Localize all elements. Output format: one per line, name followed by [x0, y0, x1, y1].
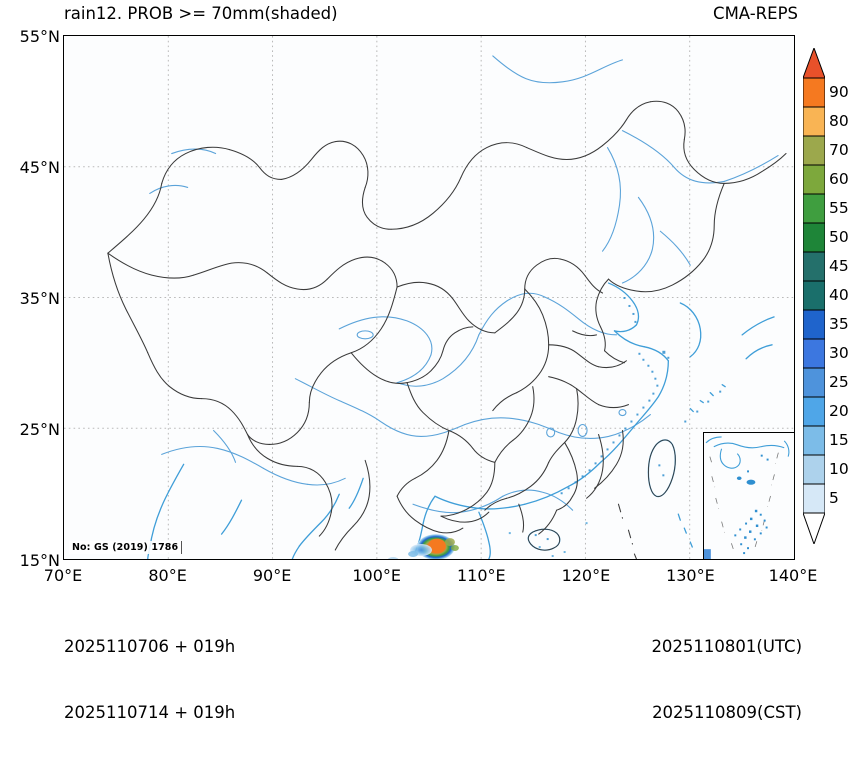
x-tick-90e: 90°E [252, 566, 292, 585]
x-tick-140e: 140°E [768, 566, 818, 585]
chart-title: rain12. PROB >= 70mm(shaded) [64, 4, 338, 23]
colorbar-label-20: 20 [829, 402, 849, 420]
colorbar-label-10: 10 [829, 460, 849, 478]
colorbar-label-45: 45 [829, 257, 849, 275]
colorbar-label-35: 35 [829, 315, 849, 333]
colorbar-label-70: 70 [829, 141, 849, 159]
map-coastline [147, 282, 775, 559]
map-sea-speckle [508, 522, 588, 558]
colorbar-gradient [803, 48, 825, 544]
colorbar-label-50: 50 [829, 228, 849, 246]
y-tick-15n: 15°N [19, 551, 60, 570]
y-tick-55n: 55°N [19, 27, 60, 46]
x-tick-130e: 130°E [666, 566, 715, 585]
colorbar-label-90: 90 [829, 83, 849, 101]
forecast-valid-time-block: 2025110801(UTC) 2025110809(CST) [651, 592, 802, 768]
x-tick-70e: 70°E [43, 566, 83, 585]
colorbar-label-15: 15 [829, 431, 849, 449]
x-tick-100e: 100°E [352, 566, 402, 585]
precip-probability-shading [387, 534, 459, 559]
map-plot-area[interactable]: No: GS (2019) 1786 [63, 35, 795, 560]
map-credit-label: No: GS (2019) 1786 [69, 541, 183, 554]
valid-time-cst: 2025110809(CST) [652, 703, 802, 722]
colorbar-label-55: 55 [829, 199, 849, 217]
map-admin-boundaries [107, 100, 787, 559]
inset-canvas [704, 436, 790, 559]
init-time-cst: 2025110714 + 019h [64, 703, 236, 722]
map-rivers [149, 55, 779, 514]
colorbar[interactable]: 90 80 70 60 55 50 45 40 35 30 25 20 15 1… [803, 48, 857, 544]
y-axis: 55°N 45°N 35°N 25°N 15°N [0, 0, 60, 647]
model-name-label: CMA-REPS [713, 4, 798, 23]
valid-time-utc: 2025110801(UTC) [651, 637, 802, 656]
south-china-sea-inset-map[interactable] [703, 432, 794, 559]
forecast-init-time-block: 2025110706 + 019h 2025110714 + 019h [64, 592, 235, 768]
colorbar-label-60: 60 [829, 170, 849, 188]
colorbar-label-30: 30 [829, 344, 849, 362]
colorbar-label-40: 40 [829, 286, 849, 304]
y-tick-45n: 45°N [19, 158, 60, 177]
x-tick-80e: 80°E [148, 566, 187, 585]
colorbar-label-25: 25 [829, 373, 849, 391]
colorbar-label-5: 5 [829, 489, 839, 507]
forecast-map-page: rain12. PROB >= 70mm(shaded) CMA-REPS 55… [0, 0, 857, 722]
y-tick-25n: 25°N [19, 420, 60, 439]
x-tick-120e: 120°E [561, 566, 611, 585]
init-time-utc: 2025110706 + 019h [64, 637, 236, 656]
y-tick-35n: 35°N [19, 289, 60, 308]
map-canvas [64, 36, 794, 559]
x-tick-110e: 110°E [456, 566, 506, 585]
map-coast-stipple [534, 297, 722, 541]
map-gridlines [64, 36, 794, 559]
colorbar-label-80: 80 [829, 112, 849, 130]
